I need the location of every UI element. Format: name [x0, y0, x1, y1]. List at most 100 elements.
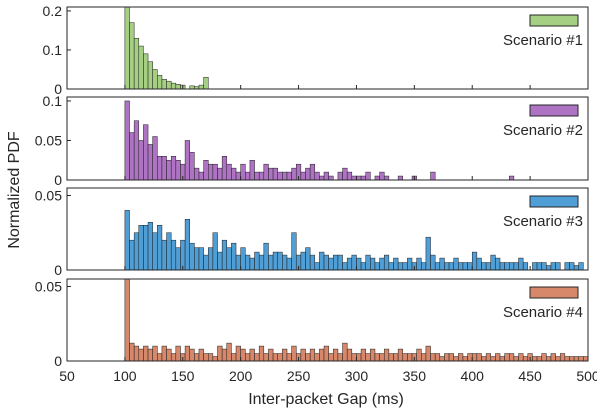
histogram-bar [170, 82, 177, 90]
histogram-bar [402, 353, 408, 362]
histogram-bar [203, 77, 209, 90]
histogram-bar [532, 356, 538, 362]
histogram-bar [416, 257, 422, 271]
histogram-bar [439, 356, 445, 362]
histogram-bar [430, 171, 436, 181]
legend-label: Scenario #3 [503, 213, 583, 230]
histogram-bar [495, 257, 501, 271]
histogram-bar [536, 262, 542, 271]
histogram-bar [300, 171, 306, 181]
histogram-bar [291, 167, 297, 181]
histogram-bar [175, 159, 181, 181]
histogram-bar [462, 262, 468, 271]
histogram-bar [430, 254, 436, 271]
histogram-bar [240, 163, 246, 181]
histogram-bar [518, 257, 524, 271]
x-tick-label: 350 [403, 368, 427, 384]
histogram-bar [388, 262, 394, 271]
histogram-bar [226, 247, 232, 271]
histogram-bar [513, 262, 519, 271]
histogram-bar [291, 232, 297, 271]
x-axis-label: Inter-packet Gap (ms) [248, 391, 404, 408]
histogram-bar [509, 175, 515, 181]
histogram-bar [365, 171, 371, 181]
histogram-bar [170, 156, 177, 181]
histogram-bar [254, 353, 260, 362]
histogram-bar [133, 37, 140, 90]
histogram-bar [388, 353, 394, 362]
histogram-bar [152, 232, 158, 271]
histogram-bar [462, 356, 468, 362]
histogram-bar [370, 348, 376, 362]
histogram-bar [147, 222, 153, 271]
histogram-bar [207, 163, 214, 181]
histogram-bar [434, 353, 441, 362]
histogram-bar [439, 257, 445, 271]
histogram-bar [550, 353, 556, 362]
histogram-bar [328, 353, 334, 362]
legend-swatch [529, 286, 579, 299]
histogram-bar [314, 262, 320, 271]
histogram-bar [166, 348, 172, 362]
y-tick-label: 0.05 [35, 187, 62, 203]
histogram-bar [393, 353, 399, 362]
histogram-bar [143, 345, 149, 362]
histogram-bar [309, 163, 316, 181]
histogram-bar [499, 262, 505, 271]
histogram-bar [189, 152, 195, 181]
histogram-bar [425, 345, 431, 362]
histogram-bar [379, 353, 385, 362]
legend-swatch [529, 195, 579, 208]
histogram-bar [360, 175, 366, 181]
histogram-bar [263, 353, 269, 362]
histogram-bar [207, 353, 214, 362]
histogram-bar [138, 225, 144, 271]
histogram-bar [314, 353, 320, 362]
histogram-bar [356, 257, 362, 271]
histogram-bar [138, 140, 144, 181]
histogram-bar [471, 251, 478, 271]
histogram-bar [198, 247, 204, 271]
histogram-bar [305, 167, 311, 181]
histogram-bar [305, 353, 311, 362]
histogram-bar [374, 175, 380, 181]
histogram-bar [434, 262, 441, 271]
histogram-bar [157, 156, 163, 181]
histogram-bar [231, 167, 237, 181]
histogram-bar [277, 251, 283, 271]
y-tick-label: 0.1 [43, 42, 63, 58]
histogram-bar [393, 257, 399, 271]
x-tick-label: 200 [229, 368, 253, 384]
histogram-bar [397, 348, 404, 362]
histogram-bar [157, 75, 163, 90]
histogram-bar [495, 353, 501, 362]
histogram-bar [152, 69, 158, 90]
histogram-bar [513, 356, 519, 362]
histogram-bar [342, 167, 348, 181]
histogram-bar [309, 348, 316, 362]
histogram-bar [198, 171, 204, 181]
axes-border [66, 278, 589, 362]
histogram-bar [319, 175, 325, 181]
histogram-bar [379, 257, 385, 271]
histogram-bar [124, 6, 130, 90]
histogram-bar [509, 353, 515, 362]
histogram-bar [541, 262, 547, 271]
histogram-bar [518, 353, 524, 362]
histogram-bar [346, 171, 353, 181]
histogram-bar [504, 353, 510, 362]
histogram-bar [231, 353, 237, 362]
histogram-bar [536, 356, 542, 362]
histogram-bar [258, 171, 265, 181]
histogram-bar [522, 262, 529, 271]
histogram-bar [161, 345, 167, 362]
histogram-bar [522, 356, 529, 362]
histogram-bar [458, 262, 464, 271]
y-axis-label: Normalized PDF [6, 131, 23, 249]
legend-swatch [529, 104, 579, 117]
axes-border [66, 187, 589, 271]
histogram-bar [397, 175, 404, 181]
histogram-bar [546, 265, 552, 271]
histogram-bar [157, 353, 163, 362]
